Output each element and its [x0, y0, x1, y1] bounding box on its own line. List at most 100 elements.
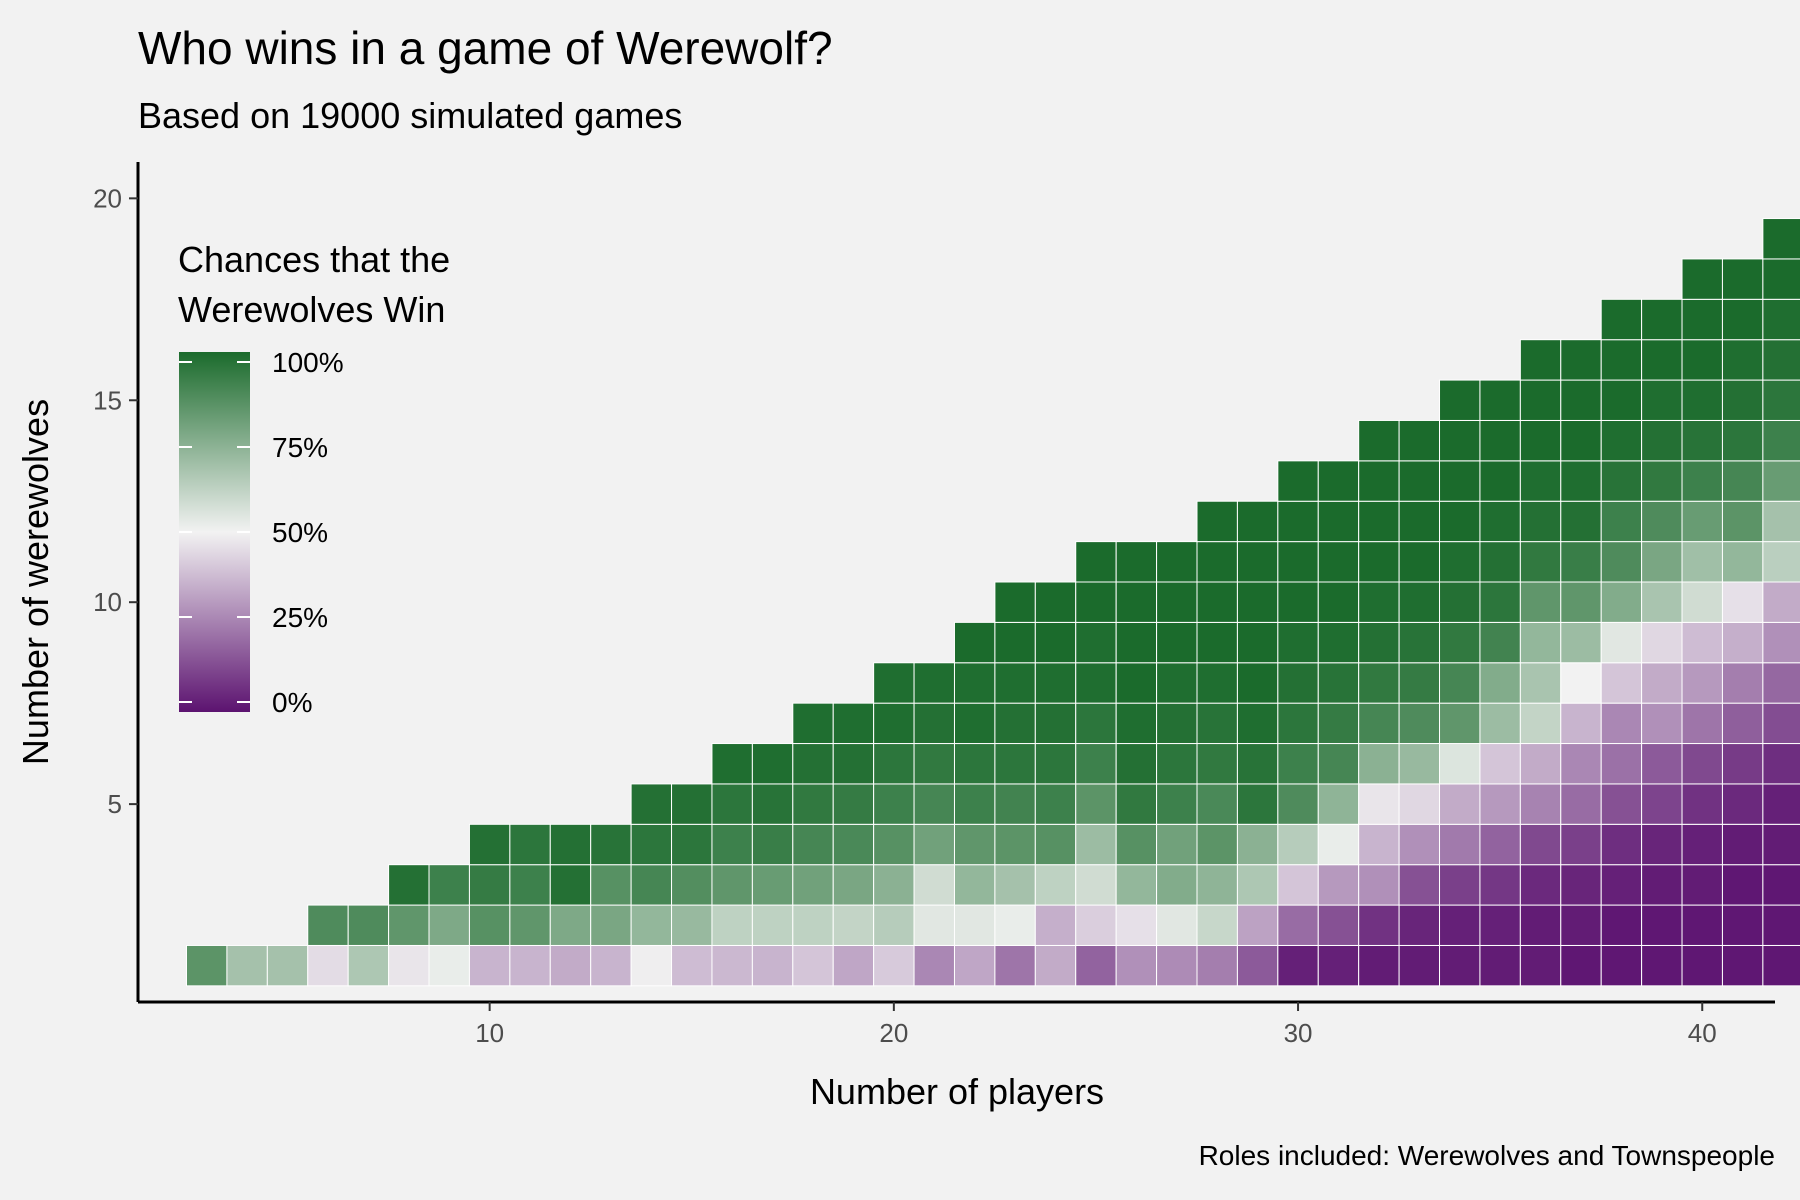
heatmap-cell [1600, 904, 1643, 946]
heatmap-cell [1236, 944, 1279, 987]
heatmap-cell [1439, 541, 1481, 583]
heatmap-cell [1560, 379, 1602, 421]
heatmap-cell [1317, 904, 1360, 946]
heatmap-cell [1560, 743, 1602, 785]
heatmap-cell [1398, 823, 1441, 866]
heatmap-cell [711, 944, 753, 987]
heatmap-cell [1600, 339, 1643, 381]
heatmap-cell [1236, 621, 1279, 664]
heatmap-cell [1479, 621, 1521, 664]
heatmap-cell [1236, 541, 1279, 583]
heatmap-cell [751, 743, 794, 785]
heatmap-cell [994, 904, 1036, 946]
heatmap-cell [1277, 662, 1319, 704]
heatmap-cell [549, 823, 592, 866]
heatmap-cell [1439, 621, 1481, 664]
heatmap-cell [1762, 621, 1800, 664]
heatmap-cell [953, 662, 996, 704]
heatmap-cell [1519, 541, 1562, 583]
heatmap-cell [792, 944, 834, 987]
heatmap-cell [1519, 864, 1562, 906]
legend-label: 75% [272, 432, 328, 463]
y-tick-label: 20 [93, 183, 122, 213]
y-tick-label: 15 [93, 385, 122, 415]
heatmap-cell [1560, 823, 1602, 866]
heatmap-cell [468, 944, 511, 987]
heatmap-cell [792, 904, 834, 946]
heatmap-cell [549, 904, 592, 946]
heatmap-cell [1398, 662, 1441, 704]
heatmap-cell [1439, 743, 1481, 785]
heatmap-cell [1277, 944, 1319, 987]
heatmap-cell [1277, 541, 1319, 583]
heatmap-cell [428, 864, 470, 906]
heatmap-cell [994, 743, 1036, 785]
heatmap-cell [953, 621, 996, 664]
heatmap-cell [832, 823, 875, 866]
heatmap-cell [1398, 460, 1441, 502]
heatmap-cell [1600, 500, 1643, 543]
heatmap-cell [1358, 864, 1400, 906]
heatmap-cell [873, 783, 915, 825]
heatmap-cell [832, 944, 875, 987]
heatmap-cell [953, 743, 996, 785]
heatmap-cell [1479, 419, 1521, 462]
heatmap-cell [1317, 500, 1360, 543]
heatmap-cell [590, 864, 632, 906]
heatmap-cell [1721, 621, 1764, 664]
heatmap-cell [1034, 662, 1077, 704]
heatmap-cell [1236, 702, 1279, 745]
heatmap-cell [1398, 944, 1441, 987]
heatmap-cell [1519, 783, 1562, 825]
heatmap-cell [1196, 581, 1238, 623]
legend-label: 100% [272, 347, 344, 378]
heatmap-cell [1560, 541, 1602, 583]
heatmap-cell [1034, 823, 1077, 866]
heatmap-cell [1075, 823, 1117, 866]
heatmap-cell [1317, 702, 1360, 745]
heatmap-cell [953, 702, 996, 745]
heatmap-cell [913, 662, 955, 704]
heatmap-cell [873, 743, 915, 785]
heatmap-cell [994, 783, 1036, 825]
heatmap-cell [1681, 783, 1723, 825]
heatmap-cell [1115, 581, 1158, 623]
x-tick-label: 40 [1688, 1018, 1717, 1048]
heatmap-cell [1519, 460, 1562, 502]
heatmap-cell [1277, 621, 1319, 664]
heatmap-cell [1721, 662, 1764, 704]
heatmap-cell [873, 944, 915, 987]
heatmap-cell [953, 823, 996, 866]
heatmap-cell [913, 904, 955, 946]
heatmap-cell [832, 702, 875, 745]
y-tick-label: 10 [93, 587, 122, 617]
heatmap-cell [1277, 783, 1319, 825]
heatmap-cell [1277, 460, 1319, 502]
heatmap-cell [1398, 581, 1441, 623]
heatmap-cell [1479, 379, 1521, 421]
heatmap-cell [913, 823, 955, 866]
heatmap-cell [1762, 662, 1800, 704]
heatmap-cell [1115, 662, 1158, 704]
heatmap-cell [1681, 621, 1723, 664]
heatmap-cell [1479, 823, 1521, 866]
heatmap-cell [994, 823, 1036, 866]
heatmap-cell [1439, 702, 1481, 745]
heatmap-cell [509, 864, 551, 906]
heatmap-cell [1721, 581, 1764, 623]
heatmap-cell [832, 743, 875, 785]
x-tick-label: 10 [475, 1018, 504, 1048]
heatmap-cell [1277, 743, 1319, 785]
heatmap-cell [1034, 581, 1077, 623]
heatmap-cell [1358, 904, 1400, 946]
heatmap-cell [1236, 500, 1279, 543]
heatmap-cell [1479, 904, 1521, 946]
heatmap-cell [1681, 500, 1723, 543]
heatmap-cell [1762, 541, 1800, 583]
heatmap-cell [1317, 944, 1360, 987]
heatmap-cell [1519, 944, 1562, 987]
heatmap-cell [428, 944, 470, 987]
heatmap-cell [1681, 581, 1723, 623]
heatmap-cell [953, 944, 996, 987]
heatmap-cell [1358, 500, 1400, 543]
